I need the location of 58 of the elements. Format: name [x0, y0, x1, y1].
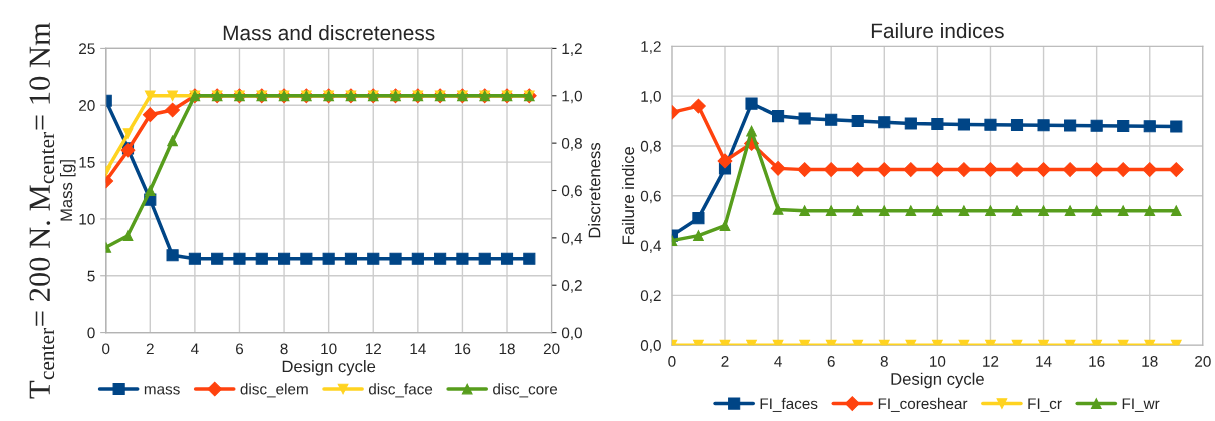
legend-label: FI_cr [1028, 398, 1062, 412]
x-axis-title: Design cycle [282, 360, 376, 376]
x-tick-label: 12 [983, 356, 999, 367]
x-tick-label: 16 [455, 343, 471, 355]
y-tick-label: 15 [79, 157, 95, 168]
chart-title: Failure indices [871, 22, 1004, 39]
y-tick-label: 20 [79, 100, 95, 111]
chart-title: Mass and discreteness [223, 24, 435, 41]
y-tick-label: 25 [79, 43, 95, 55]
legend-label: disc_elem [240, 383, 308, 398]
y-tick-label: 1,2 [641, 41, 661, 54]
legend-label: FI_wr [1122, 398, 1160, 412]
x-tick-label: 0 [102, 343, 110, 355]
y2-tick-label: 1,0 [562, 90, 582, 104]
legend-label: disc_face [368, 383, 433, 398]
y-tick-label: 10 [79, 213, 95, 225]
y2-tick-label: 1,2 [562, 43, 582, 56]
y2-tick-label: 0,6 [561, 185, 582, 198]
x-tick-label: 0 [668, 356, 676, 367]
y2-axis-title: Discreteness [588, 142, 601, 238]
x-tick-label: 4 [190, 343, 199, 355]
y-axis-title: Failure indice [621, 146, 635, 244]
y-tick-label: 0,0 [640, 340, 661, 353]
y-tick-label: 5 [87, 270, 95, 282]
x-tick-label: 16 [1089, 356, 1105, 367]
x-tick-label: 12 [365, 343, 381, 355]
x-tick-label: 18 [1142, 356, 1158, 367]
y2-tick-label: 0,8 [561, 138, 582, 151]
x-tick-label: 14 [410, 343, 426, 355]
x-tick-label: 4 [774, 356, 782, 367]
x-tick-label: 6 [827, 356, 835, 367]
x-tick-label: 10 [930, 356, 946, 367]
y-tick-label: 0,6 [640, 190, 661, 204]
legend-label: FI_coreshear [878, 397, 968, 412]
y-tick-label: 0,2 [640, 290, 661, 303]
y-tick-label: 0,8 [640, 140, 661, 154]
y2-tick-label: 0,0 [561, 327, 582, 341]
y-axis-title: Mass [g] [59, 160, 76, 221]
y2-tick-label: 0,4 [561, 232, 583, 246]
text: T$_{center}$= 200 N. M$_{center}$= 10 Nm [29, 22, 55, 399]
x-tick-label: 8 [880, 356, 888, 367]
x-tick-label: 8 [280, 343, 288, 355]
legend-label: disc_core [493, 383, 558, 398]
y-tick-label: 0 [87, 327, 95, 339]
x-tick-label: 14 [1036, 356, 1052, 367]
x-tick-label: 10 [321, 343, 337, 355]
x-tick-label: 20 [1195, 356, 1211, 367]
y2-tick-label: 0,2 [561, 280, 582, 293]
x-tick-label: 18 [499, 343, 515, 355]
x-axis-title: Design cycle [891, 372, 984, 389]
x-tick-label: 2 [721, 356, 729, 367]
y-tick-label: 1,0 [641, 91, 661, 104]
y-tick-label: 0,4 [640, 240, 662, 254]
x-tick-label: 20 [543, 343, 560, 355]
legend-label: mass [144, 386, 180, 395]
x-tick-label: 6 [236, 343, 244, 355]
x-tick-label: 2 [146, 343, 154, 355]
legend-label: FI_faces [760, 397, 818, 412]
